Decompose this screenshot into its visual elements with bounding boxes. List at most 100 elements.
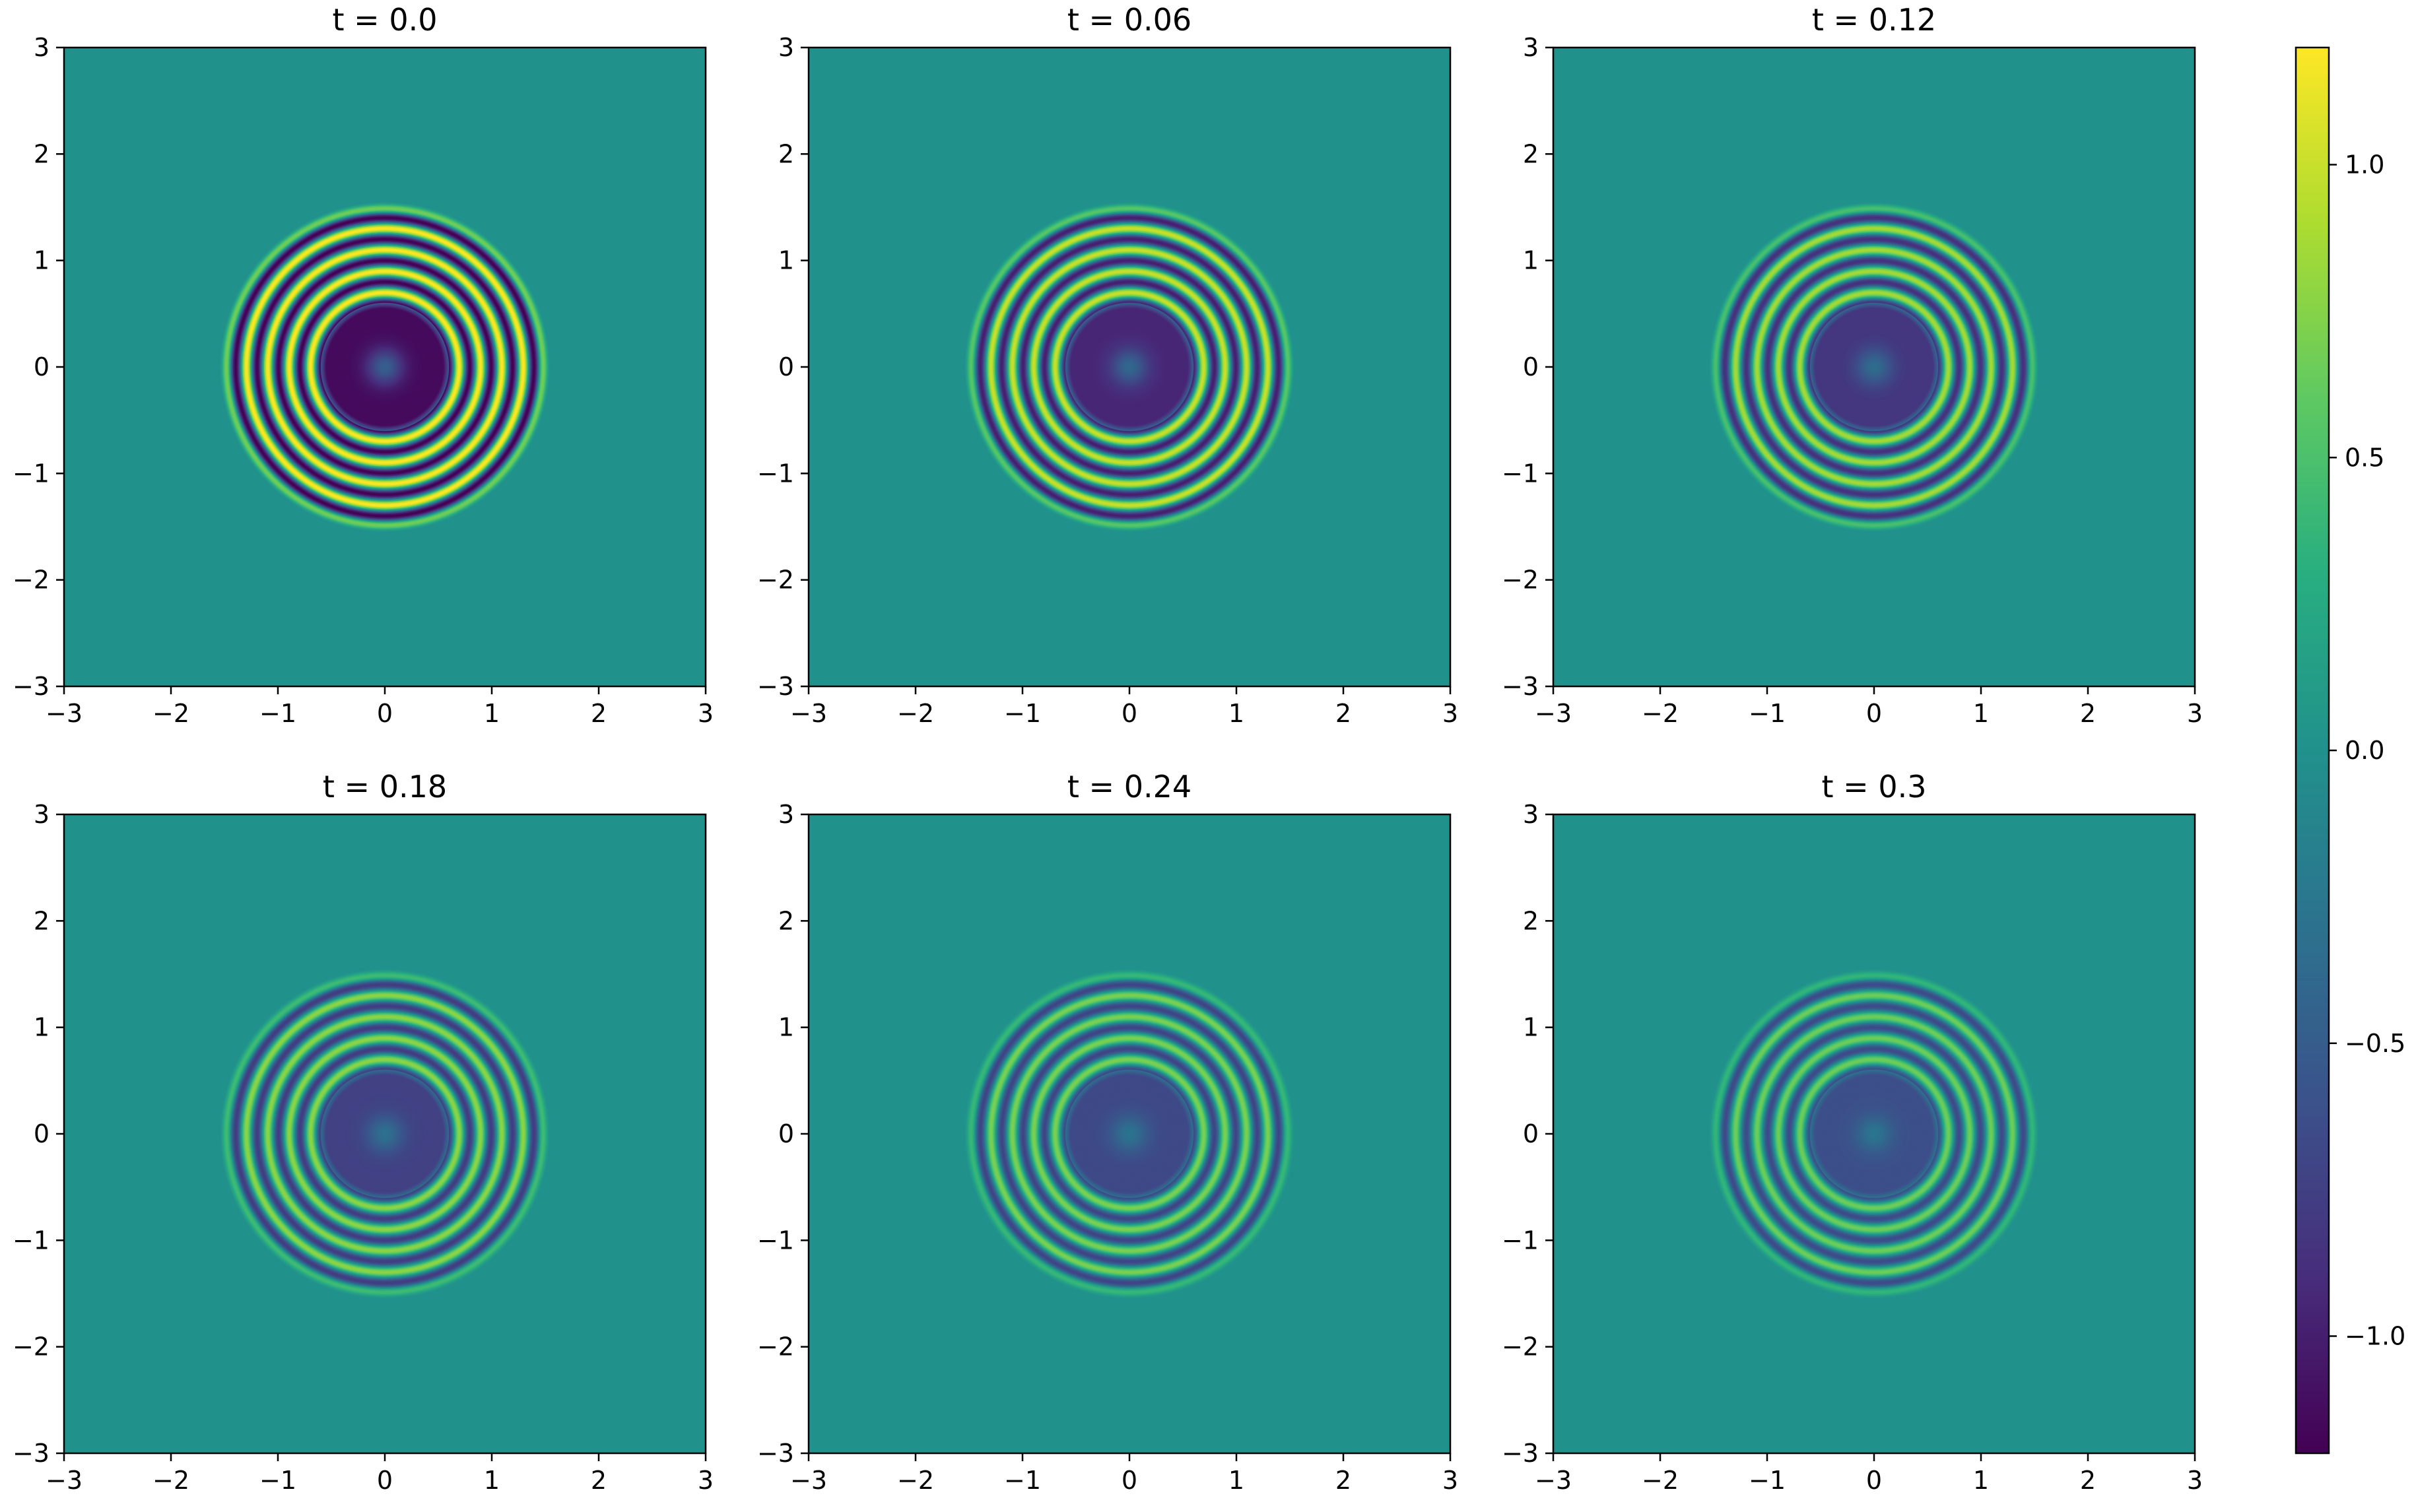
x-tick-label: −2 [152,699,189,728]
heatmap-1: −3 −2 −1 0 1 2 3 −3 −2 −1 0 1 2 3 [13,33,714,728]
panel-6: t = 0.3 −3 −2 −1 0 1 2 3 −3 −2 −1 0 1 2 3 [1502,769,2203,1495]
x-tick-label: −2 [152,1466,189,1495]
x-tick-label: 0 [1122,1466,1137,1495]
y-tick-label: 0 [1523,352,1539,381]
colorbar-gradient [2295,46,2330,1455]
y-tick-label: −2 [13,566,50,595]
heatmap-2: −3 −2 −1 0 1 2 3 −3 −2 −1 0 1 2 3 [757,33,1458,728]
heatmap-ring [1873,1133,1875,1135]
heatmap-ring [1128,1133,1131,1135]
panel-1: t = 0.0 −3 −2 −1 0 1 2 3 −3 −2 −1 0 1 2 3 [13,2,714,728]
x-tick-label: 3 [698,699,714,728]
x-tick-label: 3 [698,1466,714,1495]
x-tick-label: −1 [1749,699,1786,728]
y-tick-label: 3 [778,33,794,62]
y-tick-label: −1 [1502,459,1539,488]
panel-title-2: t = 0.06 [1067,2,1191,38]
y-tick-label: −3 [13,672,50,701]
x-tick-label: 2 [591,1466,607,1495]
heatmap-ring [1128,366,1131,368]
panel-title-5: t = 0.24 [1067,769,1191,805]
panel-5: t = 0.24 −3 −2 −1 0 1 2 3 −3 −2 −1 0 1 2 3 [757,769,1458,1495]
colorbar-tick-label: 0.5 [2345,443,2384,472]
x-tick-label: −1 [1004,1466,1041,1495]
y-tick-label: 2 [34,906,50,935]
x-tick-label: −3 [790,1466,827,1495]
y-tick-label: −3 [1502,672,1539,701]
heatmap-ring [384,1133,386,1135]
y-tick-label: 3 [1523,800,1539,829]
colorbar-tick-label: 0.0 [2345,736,2384,765]
y-tick-label: 1 [778,246,794,275]
y-tick-label: −2 [1502,1332,1539,1362]
y-tick-label: −3 [13,1439,50,1468]
y-tick-label: 0 [34,352,50,381]
y-tick-label: −3 [757,1439,794,1468]
y-tick-label: −1 [1502,1226,1539,1255]
x-tick-label: 1 [484,699,500,728]
y-tick-label: 3 [34,33,50,62]
x-tick-label: 0 [377,699,393,728]
y-tick-label: −3 [757,672,794,701]
colorbar-tick-label: −0.5 [2345,1029,2405,1058]
y-tick-label: 0 [778,1119,794,1148]
y-tick-label: 1 [34,1013,50,1042]
x-tick-label: −2 [1642,699,1679,728]
x-tick-label: 2 [591,699,607,728]
y-tick-label: 0 [778,352,794,381]
y-tick-label: −1 [757,459,794,488]
y-tick-label: 1 [1523,246,1539,275]
heatmap-4: −3 −2 −1 0 1 2 3 −3 −2 −1 0 1 2 3 [13,800,714,1495]
x-tick-label: 0 [1866,1466,1882,1495]
x-tick-label: 3 [1442,699,1458,728]
panel-2: t = 0.06 −3 −2 −1 0 1 2 3 −3 −2 −1 0 1 2 3 [757,2,1458,728]
x-tick-label: 1 [1973,699,1989,728]
y-tick-label: 0 [1523,1119,1539,1148]
colorbar-tick-label: −1.0 [2345,1322,2405,1351]
y-tick-label: −1 [757,1226,794,1255]
x-tick-label: 3 [1442,1466,1458,1495]
heatmap-ring [384,366,386,368]
y-tick-label: −3 [1502,1439,1539,1468]
y-tick-label: −2 [1502,566,1539,595]
x-tick-label: 2 [1335,699,1351,728]
colorbar: 1.0 0.5 0.0 −0.5 −1.0 [2295,46,2405,1455]
y-tick-label: 3 [34,800,50,829]
panel-4: t = 0.18 −3 −2 −1 0 1 2 3 −3 −2 −1 0 1 2 3 [13,769,714,1495]
x-tick-label: −3 [1535,699,1572,728]
x-tick-label: −1 [1749,1466,1786,1495]
heatmap-5: −3 −2 −1 0 1 2 3 −3 −2 −1 0 1 2 3 [757,800,1458,1495]
y-tick-label: 3 [778,800,794,829]
x-tick-label: 3 [2187,699,2203,728]
y-tick-label: 2 [1523,139,1539,168]
x-tick-label: 0 [1122,699,1137,728]
panel-title-3: t = 0.12 [1812,2,1936,38]
x-tick-label: 1 [484,1466,500,1495]
y-tick-label: −2 [757,566,794,595]
colorbar-ticks: 1.0 0.5 0.0 −0.5 −1.0 [2329,150,2405,1351]
heatmap-ring [1873,366,1875,368]
x-tick-label: 3 [2187,1466,2203,1495]
x-tick-label: 0 [1866,699,1882,728]
x-tick-label: −1 [1004,699,1041,728]
x-tick-label: −3 [46,1466,83,1495]
x-tick-label: −3 [790,699,827,728]
y-tick-label: 2 [778,906,794,935]
y-tick-label: 2 [778,139,794,168]
y-tick-label: 0 [34,1119,50,1148]
heatmap-3: −3 −2 −1 0 1 2 3 −3 −2 −1 0 1 2 3 [1502,33,2203,728]
x-tick-label: −2 [897,699,934,728]
y-tick-label: 2 [1523,906,1539,935]
y-tick-label: 2 [34,139,50,168]
y-tick-label: −2 [13,1332,50,1362]
heatmap-6: −3 −2 −1 0 1 2 3 −3 −2 −1 0 1 2 3 [1502,800,2203,1495]
y-tick-label: −1 [13,1226,50,1255]
x-tick-label: −3 [46,699,83,728]
x-tick-label: 1 [1973,1466,1989,1495]
panel-3: t = 0.12 −3 −2 −1 0 1 2 3 −3 −2 −1 0 1 2 3 [1502,2,2203,728]
panel-title-1: t = 0.0 [333,2,438,38]
panel-title-6: t = 0.3 [1822,769,1927,805]
y-tick-label: −2 [757,1332,794,1362]
y-tick-label: 1 [1523,1013,1539,1042]
